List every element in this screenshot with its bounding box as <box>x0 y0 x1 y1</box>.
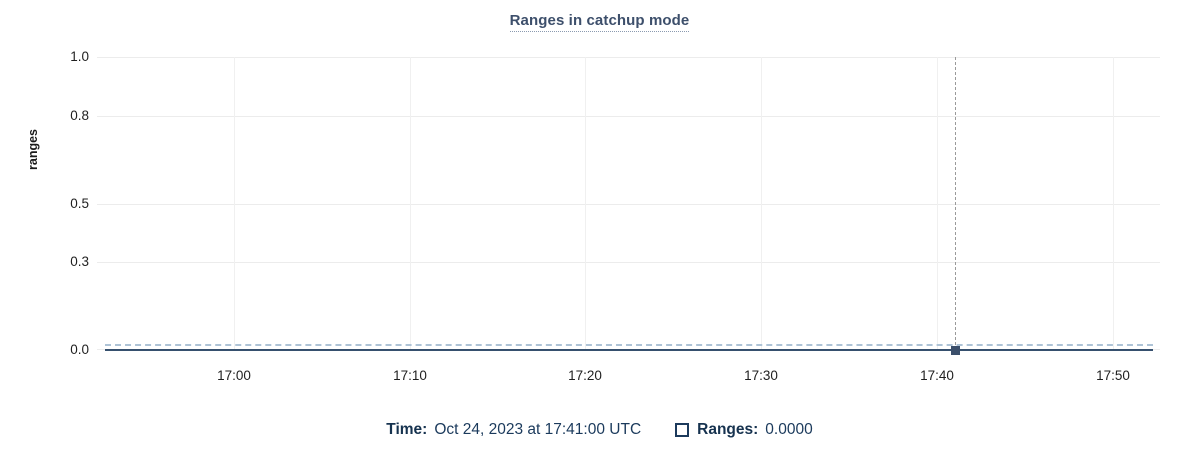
footer-series-value: 0.0000 <box>765 421 813 438</box>
legend-swatch-icon[interactable] <box>675 423 690 437</box>
footer-series-group[interactable]: Ranges: 0.0000 <box>675 420 813 440</box>
x-tick-label: 17:50 <box>1096 368 1130 383</box>
gridline-vertical <box>1113 57 1114 350</box>
footer-time-value: Oct 24, 2023 at 17:41:00 UTC <box>434 421 642 438</box>
gridline-vertical <box>234 57 235 350</box>
footer-time-group: Time: Oct 24, 2023 at 17:41:00 UTC <box>386 420 641 440</box>
y-axis-ticks: 1.0 0.8 0.5 0.3 0.0 <box>44 50 89 357</box>
y-tick-label: 0.3 <box>70 254 89 270</box>
x-tick-label: 17:10 <box>393 368 427 383</box>
gridline-horizontal <box>97 262 1160 264</box>
y-axis-title: ranges <box>26 129 40 170</box>
footer-time-label: Time: <box>386 421 428 438</box>
gridline-vertical <box>937 57 938 350</box>
gridline-horizontal <box>97 115 1160 117</box>
x-tick-label: 17:20 <box>568 368 602 383</box>
chart-title-text: Ranges in catchup mode <box>509 12 690 32</box>
gridline-horizontal <box>97 203 1160 205</box>
gridline-vertical <box>585 57 586 350</box>
x-tick-label: 17:40 <box>920 368 954 383</box>
x-tick-label: 17:00 <box>217 368 251 383</box>
crosshair-vertical <box>955 57 956 350</box>
footer-series-label: Ranges: <box>697 421 759 438</box>
y-tick-label: 1.0 <box>70 49 89 64</box>
y-tick-label: 0.0 <box>70 342 89 357</box>
series-line-ranges <box>105 349 1153 351</box>
x-tick-label: 17:30 <box>744 368 778 383</box>
chart-title: Ranges in catchup mode <box>0 12 1199 32</box>
y-tick-label: 0.8 <box>70 107 89 123</box>
series-line-ranges-dashed <box>105 344 1153 346</box>
gridline-vertical <box>410 57 411 350</box>
gridline-horizontal <box>97 57 1160 58</box>
plot-area[interactable] <box>97 57 1160 355</box>
chart-footer-legend: Time: Oct 24, 2023 at 17:41:00 UTC Range… <box>0 420 1199 440</box>
gridline-vertical <box>761 57 762 350</box>
x-axis-ticks: 17:00 17:10 17:20 17:30 17:40 17:50 <box>97 368 1160 388</box>
y-tick-label: 0.5 <box>70 195 89 211</box>
data-point-marker[interactable] <box>950 345 960 355</box>
